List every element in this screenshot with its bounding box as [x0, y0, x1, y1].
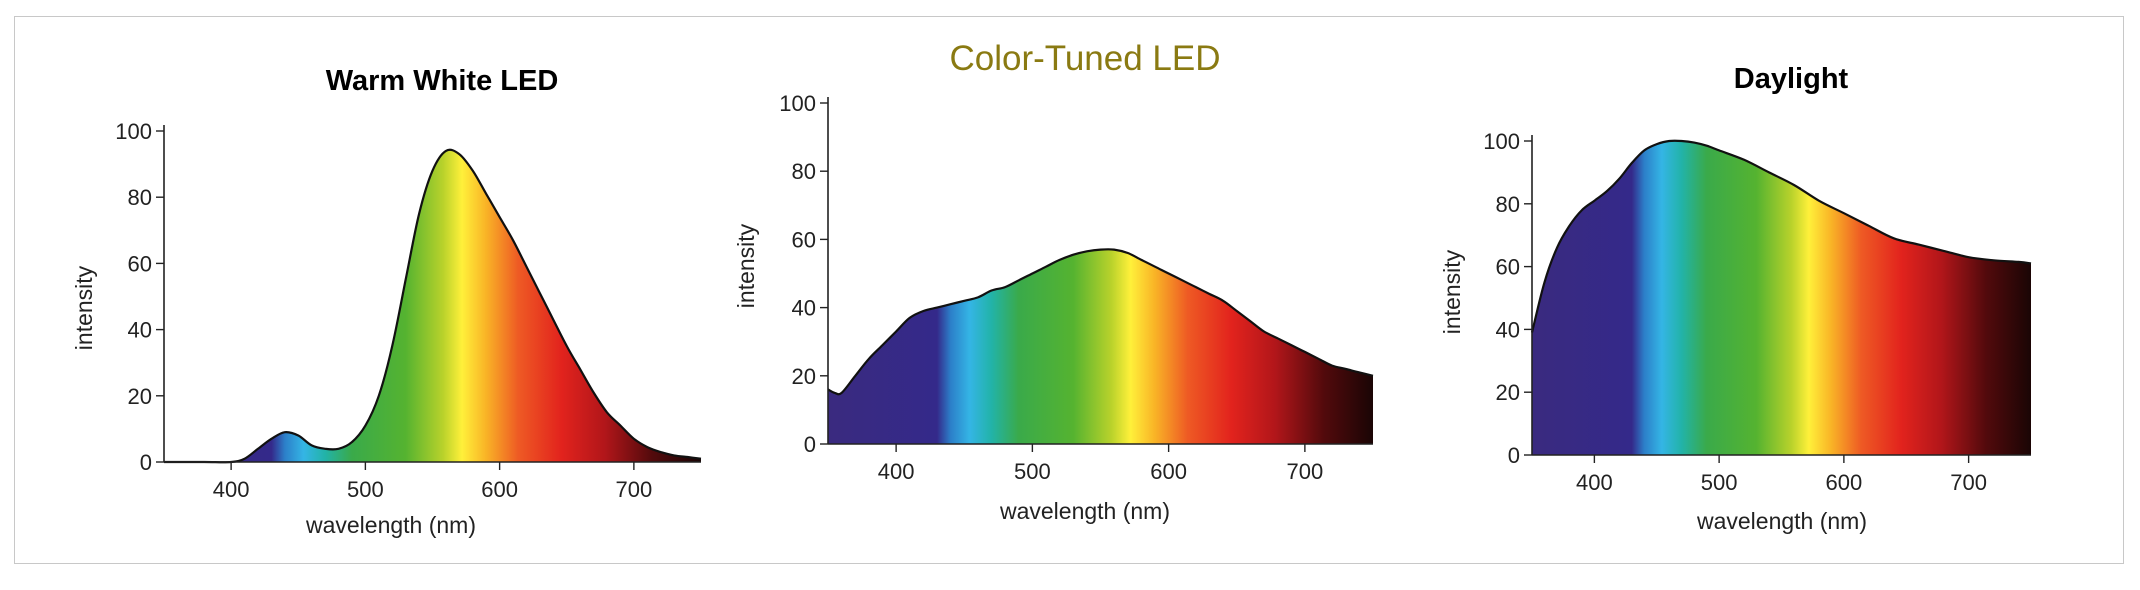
y-tick-label: 60	[792, 227, 816, 252]
chart-color-tuned-led: Color-Tuned LED 0 20 40 60 80 100 400 500 600 700…	[733, 39, 1374, 524]
y-tick-label: 80	[128, 185, 152, 210]
y-tick-label: 100	[1483, 129, 1520, 154]
y-tick-label: 100	[779, 91, 816, 116]
plot-area: 0 20 40 60 80 100 400 500 600 700	[115, 119, 702, 502]
x-tick-label: 700	[1950, 470, 1987, 495]
x-axis-label: wavelength (nm)	[1696, 508, 1867, 534]
x-tick-label: 500	[1014, 459, 1051, 484]
chart-title: Daylight	[1734, 63, 1849, 95]
spectrum-curve	[164, 148, 702, 464]
x-tick-label: 600	[481, 477, 518, 502]
y-axis-label: intensity	[1439, 249, 1465, 334]
y-tick-label: 60	[128, 251, 152, 276]
y-tick-label: 0	[1508, 443, 1520, 468]
y-tick-label: 20	[1496, 380, 1520, 405]
x-tick-label: 700	[616, 477, 653, 502]
spectrum-area	[164, 149, 701, 463]
spectrum-curve	[827, 248, 1374, 396]
y-tick-label: 20	[128, 384, 152, 409]
y-tick-label: 0	[140, 450, 152, 475]
y-tick-label: 0	[804, 432, 816, 457]
x-tick-label: 500	[347, 477, 384, 502]
plot-area: 0 20 40 60 80 100 400 500 600 700	[1483, 129, 2032, 495]
y-tick-label: 20	[792, 364, 816, 389]
x-tick-label: 600	[1150, 459, 1187, 484]
spectrum-curve	[1530, 139, 2032, 333]
spectrum-area	[828, 249, 1373, 444]
x-tick-label: 400	[878, 459, 915, 484]
y-tick-label: 80	[1496, 192, 1520, 217]
x-tick-label: 400	[213, 477, 250, 502]
y-axis-label: intensity	[733, 223, 759, 308]
y-tick-label: 40	[1496, 317, 1520, 342]
y-tick-label: 40	[128, 318, 152, 343]
x-axis-label: wavelength (nm)	[999, 498, 1170, 524]
y-tick-label: 80	[792, 159, 816, 184]
x-tick-label: 600	[1826, 470, 1863, 495]
chart-daylight: Daylight 0 20 40 60 80 100 400 500 600 700 wavele…	[1439, 63, 2032, 534]
x-tick-label: 500	[1701, 470, 1738, 495]
y-axis-label: intensity	[71, 265, 97, 350]
y-tick-label: 60	[1496, 255, 1520, 280]
chart-title: Color-Tuned LED	[949, 39, 1220, 78]
x-tick-label: 400	[1576, 470, 1613, 495]
plot-area: 0 20 40 60 80 100 400 500 600 700	[779, 91, 1374, 484]
y-tick-label: 100	[115, 119, 152, 144]
chart-title: Warm White LED	[326, 65, 559, 97]
x-tick-label: 700	[1287, 459, 1324, 484]
x-axis-label: wavelength (nm)	[305, 512, 476, 538]
y-tick-label: 40	[792, 296, 816, 321]
figure-frame	[14, 16, 2124, 564]
spectrum-area	[1532, 140, 2031, 456]
